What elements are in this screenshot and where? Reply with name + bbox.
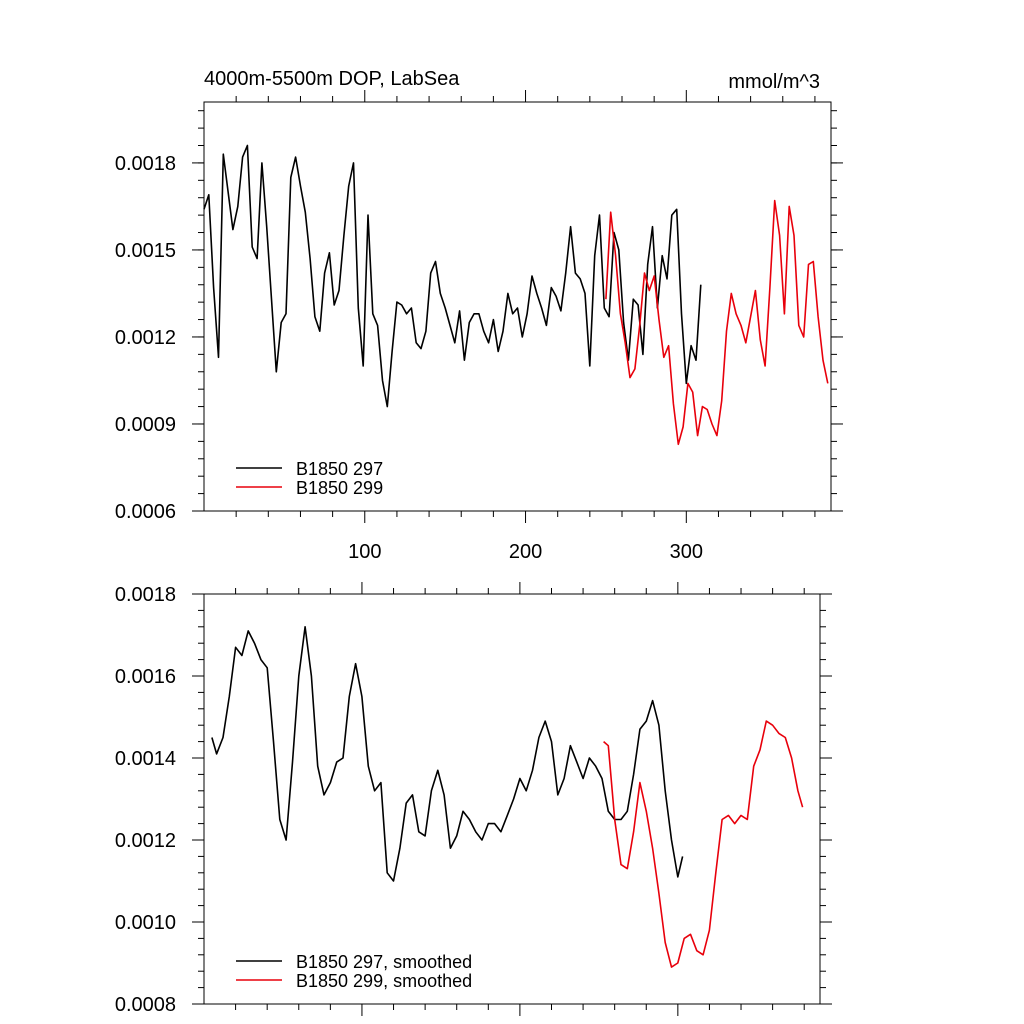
y-tick-label: 0.0012 [115, 830, 176, 852]
legend-label-0: B1850 297 [296, 459, 383, 479]
y-tick-label: 0.0015 [115, 240, 176, 262]
y-tick-label: 0.0012 [115, 327, 176, 349]
legend-label-0: B1850 297, smoothed [296, 952, 472, 972]
y-tick-label: 0.0009 [115, 414, 176, 436]
top-chart-units: mmol/m^3 [728, 71, 820, 93]
y-tick-label: 0.0010 [115, 912, 176, 934]
y-tick-label: 0.0014 [115, 748, 176, 770]
top-line-chart: 4000m-5500m DOP, LabSea mmol/m^3 0.00060… [115, 68, 843, 563]
y-tick-label: 0.0008 [115, 994, 176, 1016]
series-line-1 [603, 720, 804, 968]
bottom-plot-frame [203, 593, 821, 1005]
x-tick-label: 300 [670, 541, 703, 563]
top-plot-frame [203, 101, 832, 512]
top-axes: 0.0006 0.0009 0.0012 0.0015 0.0018 100 200 300 [115, 90, 843, 563]
x-tick-label: 200 [509, 541, 542, 563]
series-line-1 [605, 199, 829, 446]
top-series-lines [203, 144, 829, 446]
top-chart-title: 4000m-5500m DOP, LabSea [204, 68, 460, 90]
y-tick-label: 0.0006 [115, 501, 176, 523]
bottom-series-lines [211, 625, 804, 968]
legend-label-1: B1850 299, smoothed [296, 971, 472, 991]
x-tick-label: 100 [348, 541, 381, 563]
y-tick-label: 0.0018 [115, 584, 176, 606]
legend-label-1: B1850 299 [296, 478, 383, 498]
y-tick-label: 0.0016 [115, 666, 176, 688]
series-line-0 [203, 144, 702, 408]
series-line-0 [211, 625, 684, 882]
y-tick-label: 0.0018 [115, 153, 176, 175]
bottom-axes: 0.0008 0.0010 0.0012 0.0014 0.0016 0.0018 [115, 582, 832, 1016]
bottom-line-chart: 0.0008 0.0010 0.0012 0.0014 0.0016 0.0018 B18… [115, 582, 832, 1016]
